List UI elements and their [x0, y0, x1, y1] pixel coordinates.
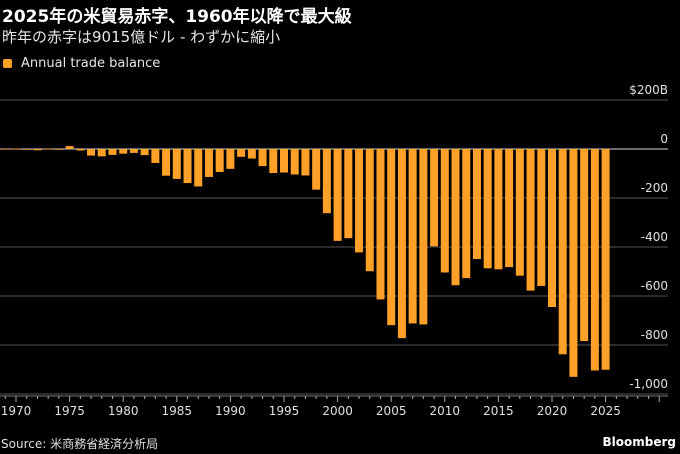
y-tick-label: -800: [641, 328, 668, 342]
bar-2000: [333, 149, 342, 241]
bar-2019: [537, 149, 546, 286]
chart-subtitle: 昨年の赤字は9015億ドル - わずかに縮小: [2, 28, 281, 46]
bar-2001: [344, 149, 353, 239]
x-tick-label: 1970: [1, 404, 32, 418]
bar-1986: [183, 149, 192, 184]
bar-2017: [515, 149, 524, 276]
bar-1988: [204, 149, 213, 177]
bar-1992: [247, 149, 256, 159]
bar-1976: [76, 149, 85, 151]
bar-1987: [194, 149, 203, 187]
legend: Annual trade balance: [3, 56, 160, 71]
bar-1999: [322, 149, 331, 214]
bar-1983: [151, 149, 160, 163]
bar-1993: [258, 149, 267, 167]
bar-2023: [580, 149, 589, 342]
bar-2011: [451, 149, 460, 286]
x-tick-label: 2015: [483, 404, 514, 418]
bar-1982: [140, 149, 149, 156]
bar-1984: [162, 149, 171, 176]
bar-1994: [269, 149, 278, 174]
bar-2005: [387, 149, 396, 326]
x-tick-label: 2020: [537, 404, 568, 418]
y-tick-label: -600: [641, 279, 668, 293]
x-tick-label: 2025: [590, 404, 621, 418]
bar-2002: [355, 149, 364, 253]
y-tick-label: -200: [641, 181, 668, 195]
bar-2012: [462, 149, 471, 279]
bar-1991: [237, 149, 246, 157]
y-tick-label: 0: [660, 132, 668, 146]
bar-2024: [590, 149, 599, 371]
bar-1998: [312, 149, 321, 190]
bar-1977: [87, 149, 96, 156]
bar-2014: [483, 149, 492, 269]
bar-1985: [172, 149, 181, 179]
bar-1971: [22, 149, 31, 150]
source-note: Source: 米商務省経済分析局: [1, 437, 159, 451]
bar-1995: [280, 149, 288, 173]
bar-1989: [215, 149, 224, 173]
bar-2021: [558, 149, 567, 355]
x-tick-label: 2005: [376, 404, 407, 418]
bar-1997: [301, 149, 310, 176]
bar-2010: [440, 149, 449, 273]
bar-1978: [97, 149, 106, 157]
bar-1975: [65, 146, 74, 149]
x-tick-label: 2010: [430, 404, 461, 418]
legend-swatch: [3, 59, 12, 68]
bloomberg-logo: Bloomberg: [602, 435, 677, 449]
bar-2007: [408, 149, 417, 324]
bar-2020: [548, 149, 556, 308]
x-tick-label: 1995: [269, 404, 300, 418]
bar-2009: [430, 149, 439, 247]
x-tick-label: 1980: [108, 404, 139, 418]
bar-1970: [12, 148, 20, 150]
bar-2003: [365, 149, 374, 272]
legend-label: Annual trade balance: [21, 56, 161, 71]
bar-1980: [119, 149, 128, 154]
bar-2025: [601, 149, 610, 370]
x-tick-label: 1975: [54, 404, 85, 418]
bar-1996: [290, 149, 299, 175]
chart-title: 2025年の米貿易赤字、1960年以降で最大級: [2, 7, 352, 27]
x-tick-label: 1990: [215, 404, 246, 418]
bar-1969: [1, 148, 10, 150]
bar-2016: [505, 149, 514, 268]
bar-1972: [33, 149, 42, 151]
bar-1990: [226, 149, 235, 169]
y-tick-label: $200B: [629, 83, 668, 97]
x-tick-label: 2000: [322, 404, 353, 418]
bar-2013: [472, 149, 481, 260]
bar-2018: [526, 149, 535, 291]
x-tick-label: 1985: [162, 404, 193, 418]
bar-2015: [494, 149, 503, 270]
bar-1973: [44, 148, 53, 150]
bar-1979: [108, 149, 117, 155]
bar-2004: [376, 149, 385, 300]
bar-1974: [54, 149, 63, 150]
bar-2008: [419, 149, 428, 325]
y-tick-label: -400: [641, 230, 668, 244]
y-tick-label: -1,000: [629, 377, 668, 391]
bar-2006: [397, 149, 406, 339]
bar-2022: [569, 149, 578, 377]
bar-1981: [129, 149, 138, 153]
